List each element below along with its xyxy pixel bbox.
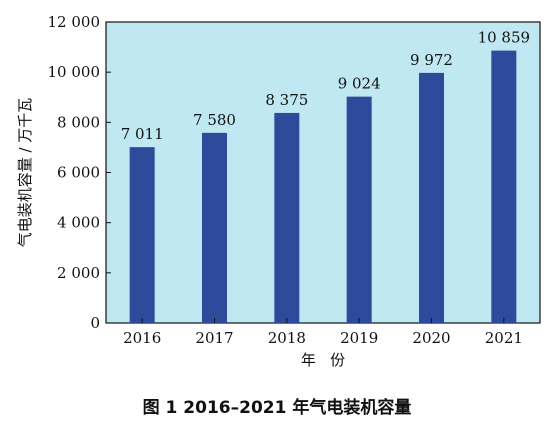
y-tick-label-8000: 8 000 (57, 113, 100, 131)
bar-2020 (419, 72, 444, 323)
x-tick-label-2020: 2020 (412, 329, 450, 347)
x-tick-label-2016: 2016 (123, 329, 161, 347)
data-label-2016: 7 011 (121, 125, 164, 143)
bar-2018 (274, 112, 300, 323)
bar-2017 (202, 132, 227, 323)
data-label-2021: 10 859 (478, 29, 531, 47)
x-axis-title: 年 份 (301, 351, 345, 369)
bar-2019 (346, 96, 372, 323)
y-tick-label-12000: 12 000 (48, 13, 101, 31)
y-tick-label-10000: 10 000 (48, 63, 101, 81)
x-tick-label-2019: 2019 (340, 329, 378, 347)
y-axis-title: 气电装机容量 / 万千瓦 (16, 98, 34, 248)
bar-2016 (129, 147, 155, 323)
y-tick-label-2000: 2 000 (57, 264, 100, 282)
bar-2021 (491, 50, 517, 323)
y-tick-label-0: 0 (90, 314, 100, 332)
x-tick-label-2018: 2018 (268, 329, 306, 347)
data-label-2020: 9 972 (410, 51, 453, 69)
y-tick-label-6000: 6 000 (57, 164, 100, 182)
data-label-2017: 7 580 (193, 111, 236, 129)
y-tick-label-4000: 4 000 (57, 214, 100, 232)
data-label-2019: 9 024 (338, 75, 381, 93)
plot-area (105, 21, 541, 324)
x-tick-label-2017: 2017 (195, 329, 233, 347)
data-label-2018: 8 375 (265, 91, 308, 109)
x-tick-label-2021: 2021 (485, 329, 523, 347)
figure-caption: 图 1 2016–2021 年气电装机容量 (142, 398, 412, 418)
